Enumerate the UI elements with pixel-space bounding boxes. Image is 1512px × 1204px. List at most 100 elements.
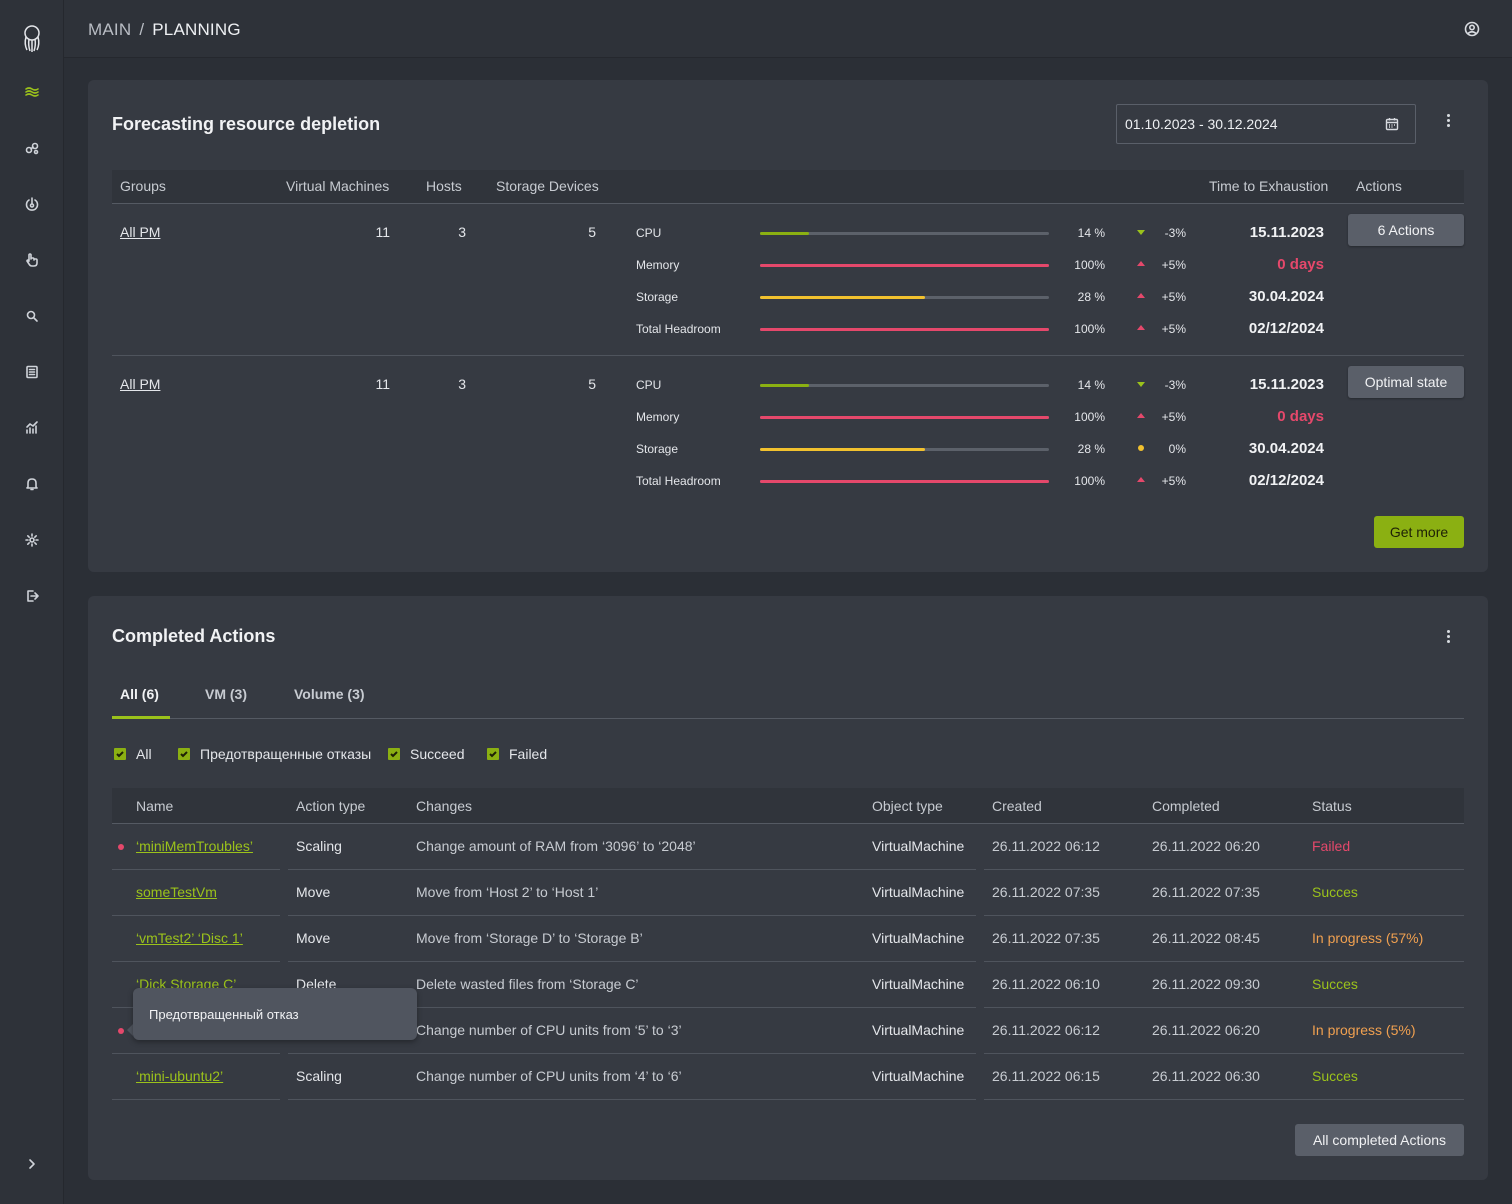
hand-icon[interactable] [20, 248, 44, 272]
group-divider [112, 355, 1464, 356]
trend-up-icon [1137, 413, 1145, 418]
row-divider [112, 1099, 280, 1100]
col-storage[interactable]: Storage Devices [496, 178, 599, 194]
status-badge: Succes [1312, 1068, 1358, 1084]
metric-name: Total Headroom [636, 474, 721, 488]
action-changes: Change amount of RAM from ‘3096’ to ‘204… [416, 838, 696, 854]
group-name-link[interactable]: All PM [120, 376, 161, 392]
usage-bar [760, 384, 1049, 387]
table-row[interactable]: someTestVm Move Move from ‘Host 2’ to ‘Hos… [112, 870, 1464, 916]
action-name-link[interactable]: ‘miniMemTroubles’ [136, 838, 253, 854]
status-badge: Succes [1312, 976, 1358, 992]
action-name-link[interactable]: ‘mini-ubuntu2’ [136, 1068, 224, 1084]
logout-icon[interactable] [20, 584, 44, 608]
checkbox-checked-icon[interactable] [178, 748, 190, 760]
row-divider [984, 1053, 1464, 1054]
forecast-menu-icon[interactable] [1440, 112, 1456, 128]
row-divider [288, 869, 976, 870]
group-action-button[interactable]: 6 Actions [1348, 214, 1464, 246]
usage-bar-fill [760, 264, 1049, 267]
filter-label: All [136, 746, 152, 762]
metric-row: Storage 28 % +5% 30.04.2024 [636, 288, 1464, 322]
tab-all[interactable]: All (6) [120, 686, 159, 702]
row-divider [984, 1007, 1464, 1008]
object-type: VirtualMachine [872, 1022, 965, 1038]
all-completed-actions-button[interactable]: All completed Actions [1295, 1124, 1464, 1156]
get-more-button[interactable]: Get more [1374, 516, 1464, 548]
storage-count: 5 [588, 376, 596, 392]
trend-up-icon [1137, 477, 1145, 482]
col-tte[interactable]: Time to Exhaustion [1209, 178, 1329, 194]
checkbox-checked-icon[interactable] [388, 748, 400, 760]
trend-flat-icon [1138, 445, 1144, 451]
filter-succeed[interactable]: Succeed [388, 746, 464, 762]
table-row[interactable]: ‘mini-ubuntu2’ Scaling Change number of CP… [112, 1054, 1464, 1100]
power-icon[interactable] [20, 192, 44, 216]
col-action-type[interactable]: Action type [296, 798, 366, 814]
group-name-link[interactable]: All PM [120, 224, 161, 240]
trend-change: +5% [1161, 322, 1186, 336]
tab-vm[interactable]: VM (3) [205, 686, 247, 702]
completed-menu-icon[interactable] [1440, 628, 1456, 644]
chevron-right-icon[interactable] [20, 1152, 44, 1176]
search-icon[interactable] [20, 304, 44, 328]
col-status[interactable]: Status [1312, 798, 1352, 814]
action-name-link[interactable]: someTestVm [136, 884, 217, 900]
nodes-icon[interactable] [20, 136, 44, 160]
chart-icon[interactable] [20, 416, 44, 440]
col-actions[interactable]: Actions [1356, 178, 1402, 194]
col-groups[interactable]: Groups [120, 178, 166, 194]
breadcrumb-root[interactable]: MAIN [88, 20, 132, 39]
breadcrumb-current: PLANNING [152, 20, 241, 39]
calendar-icon[interactable] [1384, 116, 1400, 132]
checkbox-checked-icon[interactable] [114, 748, 126, 760]
action-changes: Change number of CPU units from ‘4’ to ‘… [416, 1068, 682, 1084]
row-divider [984, 915, 1464, 916]
col-object-type[interactable]: Object type [872, 798, 943, 814]
col-hosts[interactable]: Hosts [426, 178, 462, 194]
col-created[interactable]: Created [992, 798, 1042, 814]
usage-bar-fill [760, 296, 925, 299]
bell-icon[interactable] [20, 472, 44, 496]
filter-prevented[interactable]: Предотвращенные отказы [178, 746, 371, 762]
trend-change: +5% [1161, 410, 1186, 424]
table-row[interactable]: ‘vmTest2’ ‘Disc 1’ Move Move from ‘Storage… [112, 916, 1464, 962]
vm-count: 11 [375, 376, 390, 392]
created-time: 26.11.2022 06:10 [992, 976, 1100, 992]
breadcrumb-separator: / [139, 20, 145, 39]
trend-change: +5% [1161, 290, 1186, 304]
col-changes[interactable]: Changes [416, 798, 473, 814]
layers-icon[interactable] [20, 80, 44, 104]
trend-change: +5% [1161, 258, 1186, 272]
logo-icon[interactable] [16, 22, 48, 54]
filter-failed[interactable]: Failed [487, 746, 547, 762]
action-name-link[interactable]: ‘vmTest2’ ‘Disc 1’ [136, 930, 243, 946]
table-row[interactable]: Change number of CPU units from ‘5’ to ‘… [112, 1008, 1464, 1054]
filter-all[interactable]: All [114, 746, 152, 762]
time-to-exhaustion: 15.11.2023 [1249, 224, 1324, 241]
table-row[interactable]: ‘miniMemTroubles’ Scaling Change amount of… [112, 824, 1464, 870]
row-divider [288, 1053, 976, 1054]
metric-name: Memory [636, 410, 680, 424]
col-vms[interactable]: Virtual Machines [286, 178, 390, 194]
time-to-exhaustion: 15.11.2023 [1249, 376, 1324, 393]
tab-volume[interactable]: Volume (3) [294, 686, 365, 702]
completed-title: Completed Actions [112, 626, 276, 646]
row-divider [288, 1007, 976, 1008]
col-name[interactable]: Name [136, 798, 174, 814]
list-icon[interactable] [20, 360, 44, 384]
date-range-input[interactable] [1116, 104, 1416, 144]
table-row[interactable]: ‘Dick Storage C’ Delete Delete wasted file… [112, 962, 1464, 1008]
action-changes: Move from ‘Storage D’ to ‘Storage B’ [416, 930, 643, 946]
action-type: Scaling [296, 1068, 342, 1084]
checkbox-checked-icon[interactable] [487, 748, 499, 760]
group-action-button[interactable]: Optimal state [1348, 366, 1464, 398]
user-icon[interactable] [1464, 21, 1480, 37]
status-badge: Succes [1312, 884, 1358, 900]
breadcrumb: MAIN / PLANNING [88, 20, 241, 40]
completed-actions-card: Completed Actions All (6) VM (3) Volume … [88, 596, 1488, 1180]
gear-icon[interactable] [20, 528, 44, 552]
object-type: VirtualMachine [872, 930, 965, 946]
row-divider [288, 915, 976, 916]
col-completed[interactable]: Completed [1152, 798, 1220, 814]
